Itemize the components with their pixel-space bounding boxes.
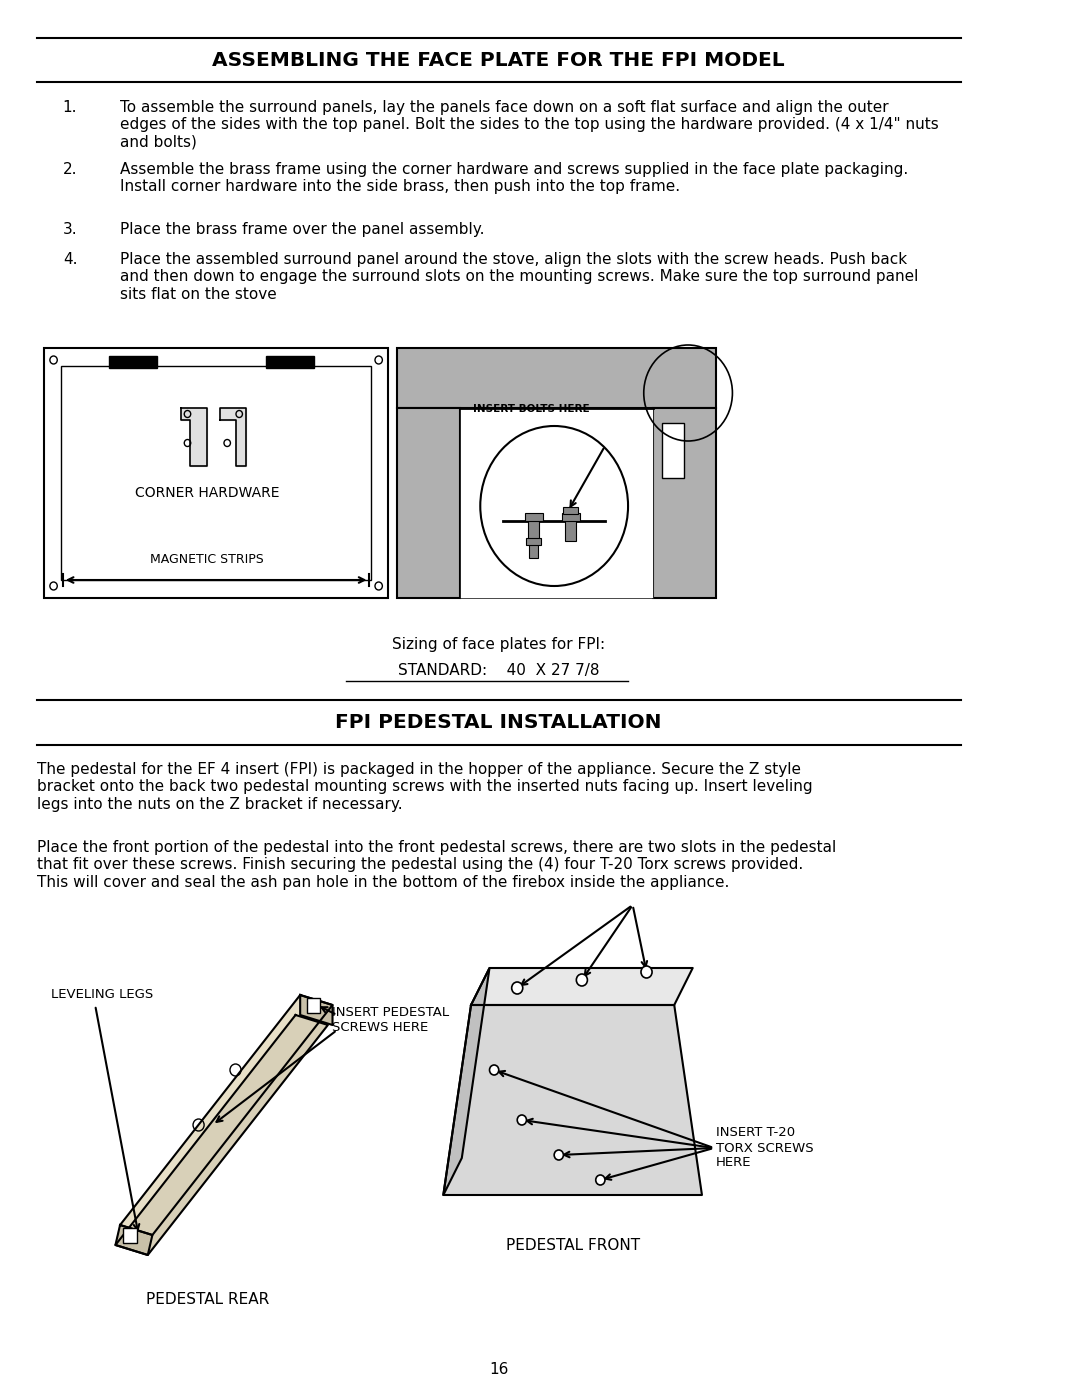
Bar (525, 513, 543, 521)
Polygon shape (220, 408, 245, 467)
Text: 2.: 2. (63, 162, 78, 177)
Text: FPI PEDESTAL INSTALLATION: FPI PEDESTAL INSTALLATION (336, 712, 662, 732)
Bar (460, 408, 653, 598)
Text: STANDARD:    40  X 27 7/8: STANDARD: 40 X 27 7/8 (399, 664, 599, 679)
Text: Place the assembled surround panel around the stove, align the slots with the sc: Place the assembled surround panel aroun… (120, 251, 918, 302)
Circle shape (596, 1175, 605, 1185)
Bar (307, 997, 321, 1013)
Circle shape (642, 965, 652, 978)
Circle shape (481, 426, 629, 585)
Bar (123, 1228, 137, 1243)
Bar (529, 543, 539, 557)
Polygon shape (116, 1016, 328, 1255)
Bar (526, 538, 541, 545)
Bar (528, 520, 539, 541)
Circle shape (577, 974, 588, 986)
Text: 1.: 1. (63, 101, 78, 115)
Text: Assemble the brass frame using the corner hardware and screws supplied in the fa: Assemble the brass frame using the corne… (120, 162, 908, 194)
Text: 4.: 4. (63, 251, 78, 267)
Text: Sizing of face plates for FPI:: Sizing of face plates for FPI: (392, 637, 605, 652)
Text: PEDESTAL REAR: PEDESTAL REAR (146, 1292, 269, 1308)
Circle shape (489, 1065, 499, 1076)
Polygon shape (471, 968, 692, 1004)
Circle shape (517, 1115, 526, 1125)
Polygon shape (116, 1225, 152, 1255)
Bar (397, 408, 460, 598)
Circle shape (512, 982, 523, 995)
Circle shape (554, 1150, 564, 1160)
Bar (653, 408, 716, 598)
Bar (562, 513, 580, 521)
Polygon shape (300, 995, 333, 1025)
Text: LEVELING LEGS: LEVELING LEGS (51, 989, 153, 1002)
Bar (397, 348, 716, 408)
Bar (44, 348, 388, 598)
Text: PEDESTAL FRONT: PEDESTAL FRONT (505, 1238, 639, 1253)
Text: To assemble the surround panels, lay the panels face down on a soft flat surface: To assemble the surround panels, lay the… (120, 101, 939, 149)
Bar (109, 356, 157, 367)
Text: MAGNETIC STRIPS: MAGNETIC STRIPS (150, 553, 264, 566)
Text: CORNER HARDWARE: CORNER HARDWARE (135, 486, 279, 500)
Text: INSERT BOLTS HERE: INSERT BOLTS HERE (473, 404, 590, 414)
Bar (266, 356, 314, 367)
Text: 3.: 3. (63, 222, 78, 237)
Bar (564, 507, 578, 514)
Polygon shape (443, 1004, 702, 1194)
Polygon shape (443, 968, 489, 1194)
Text: INSERT PEDESTAL
SCREWS HERE: INSERT PEDESTAL SCREWS HERE (333, 1006, 449, 1034)
Text: INSERT T-20
TORX SCREWS
HERE: INSERT T-20 TORX SCREWS HERE (716, 1126, 813, 1169)
Text: Place the front portion of the pedestal into the front pedestal screws, there ar: Place the front portion of the pedestal … (37, 840, 836, 890)
Text: The pedestal for the EF 4 insert (FPI) is packaged in the hopper of the applianc: The pedestal for the EF 4 insert (FPI) i… (37, 761, 812, 812)
Polygon shape (120, 995, 333, 1235)
Text: ASSEMBLING THE FACE PLATE FOR THE FPI MODEL: ASSEMBLING THE FACE PLATE FOR THE FPI MO… (213, 50, 785, 70)
Text: 16: 16 (489, 1362, 509, 1377)
Text: Place the brass frame over the panel assembly.: Place the brass frame over the panel ass… (120, 222, 485, 237)
Bar (565, 520, 577, 541)
Bar (60, 366, 372, 580)
Polygon shape (181, 408, 207, 467)
Bar (662, 423, 685, 478)
